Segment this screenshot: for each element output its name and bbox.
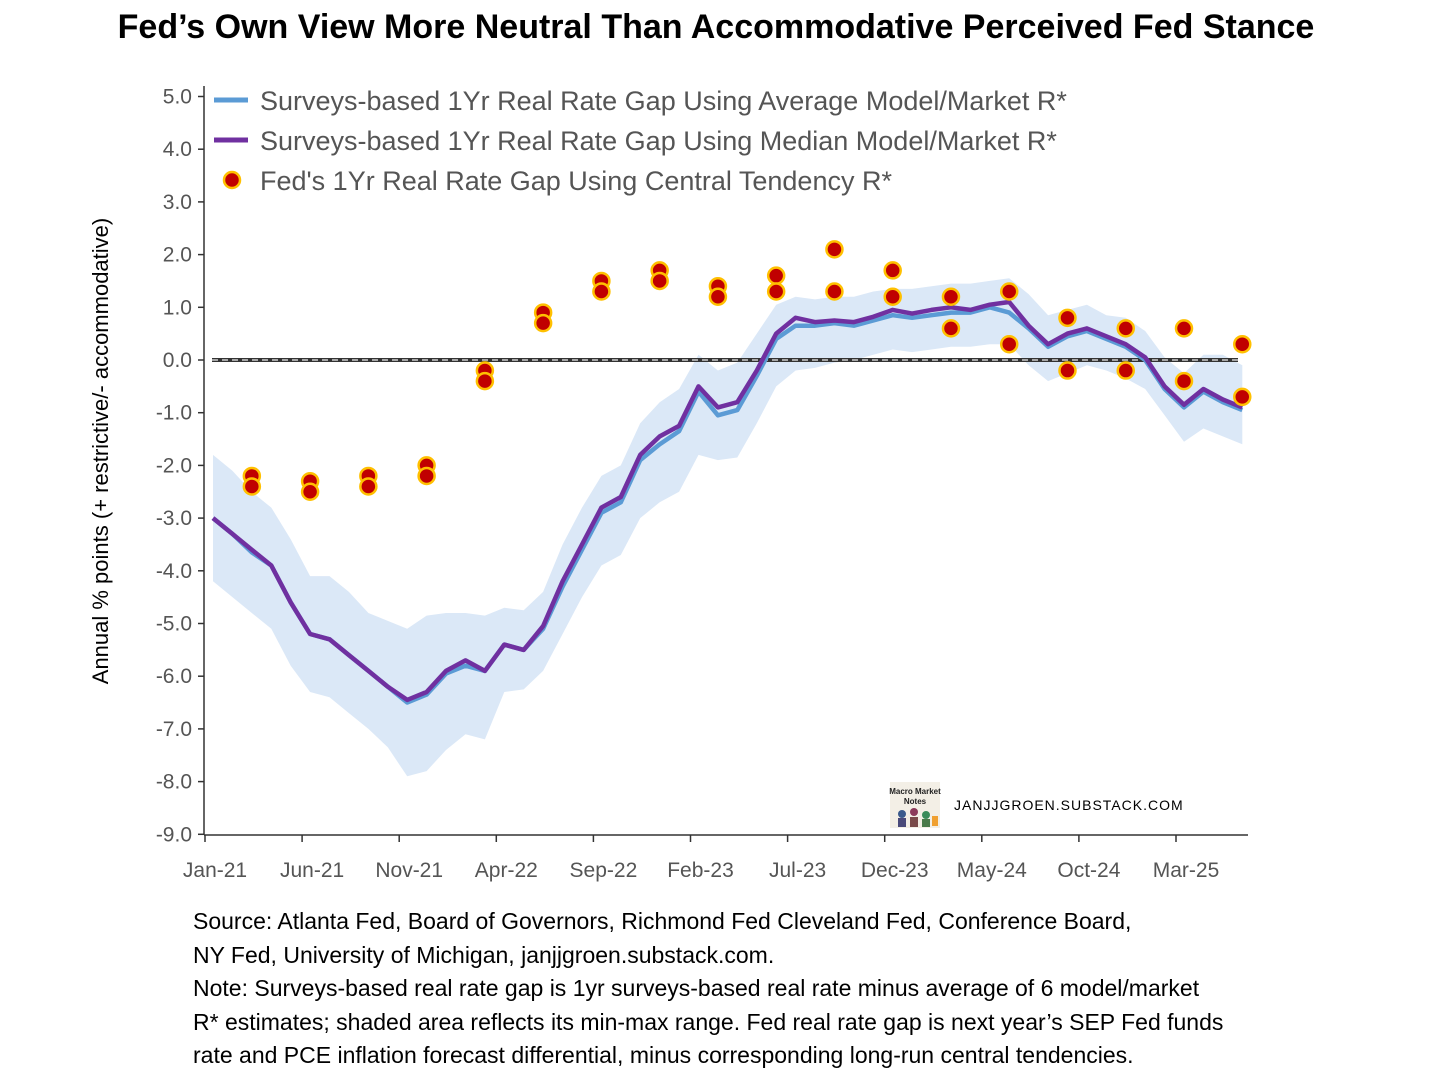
fed-dot (883, 261, 902, 280)
fed-dot (359, 477, 378, 496)
series-lines-layer (211, 299, 1244, 705)
fed-dot (1058, 308, 1077, 328)
fed-dot (300, 482, 320, 501)
fed-dot (1174, 371, 1194, 391)
y-tick-label: -9.0 (156, 823, 192, 846)
fed-dot (1233, 334, 1252, 354)
y-tick-label: 4.0 (163, 138, 192, 161)
notes-line-4: R* estimates; shaded area reflects its m… (193, 1008, 1224, 1035)
x-tick-label: Apr-22 (475, 859, 538, 882)
notes-line-3: Note: Surveys-based real rate gap is 1yr… (193, 975, 1200, 1001)
x-tick-label: Jan-21 (183, 859, 247, 882)
y-tick-label: -2.0 (156, 454, 192, 477)
x-tick-label: May-24 (957, 859, 1027, 882)
svg-text:Notes: Notes (904, 797, 927, 806)
y-tick-label: -7.0 (156, 718, 192, 741)
x-tick-label: Mar-25 (1153, 859, 1220, 882)
fed-dot (475, 371, 495, 391)
x-tick-label: Oct-24 (1057, 859, 1120, 882)
watermark: Macro Market Notes JANJJGROEN.SUBSTACK.C… (889, 782, 1183, 828)
y-tick-label: 0.0 (163, 349, 192, 372)
watermark-logo: Macro Market Notes (889, 782, 941, 828)
fed-dot (999, 282, 1019, 301)
fed-dot (766, 266, 786, 285)
fed-dot (1058, 361, 1077, 380)
axes-layer: 5.0 4.0 3.0 2.0 1.0 0.0 -1.0 -2.0 -3.0 -4.0 -5.0 -6… (88, 86, 1248, 882)
legend: Surveys-based 1Yr Real Rate Gap Using Av… (214, 86, 1067, 196)
fed-dot (1116, 319, 1135, 338)
fed-dot (999, 334, 1019, 354)
legend-label-average: Surveys-based 1Yr Real Rate Gap Using Av… (260, 86, 1067, 116)
x-tick-label: Jun-21 (280, 859, 344, 882)
x-tick-label: Nov-21 (375, 859, 443, 882)
y-tick-label: -5.0 (156, 613, 192, 636)
watermark-site: JANJJGROEN.SUBSTACK.COM (954, 797, 1184, 813)
y-tick-label: 5.0 (163, 86, 192, 109)
y-tick-label: -6.0 (156, 665, 192, 688)
y-axis-title: Annual % points (+ restrictive/- accommo… (88, 218, 113, 684)
x-tick-label: Dec-23 (861, 859, 929, 882)
notes-line-2: NY Fed, University of Michigan, janjjgro… (193, 941, 775, 968)
x-tick-label: Feb-23 (667, 859, 734, 882)
fed-dot (766, 282, 786, 301)
range-band (213, 278, 1243, 777)
y-tick-label: -3.0 (156, 507, 192, 530)
x-tick-label: Jul-23 (769, 859, 826, 882)
y-tick-label: -8.0 (156, 771, 192, 794)
fed-dot (883, 287, 902, 307)
notes-line-5: rate and PCE inflation forecast differen… (193, 1042, 1134, 1068)
source-notes: Source: Atlanta Fed, Board of Governors,… (193, 905, 1393, 1073)
range-band-layer (213, 278, 1243, 777)
fed-dot (708, 287, 728, 307)
fed-dot (650, 271, 669, 291)
fed-dot (1174, 319, 1194, 338)
fed-dot (592, 282, 611, 301)
legend-label-median: Surveys-based 1Yr Real Rate Gap Using Me… (260, 126, 1057, 156)
y-tick-label: 3.0 (163, 191, 192, 214)
y-tick-label: -1.0 (156, 402, 192, 425)
fed-dot (242, 477, 262, 496)
fed-dot (941, 319, 961, 338)
chart-svg: 5.0 4.0 3.0 2.0 1.0 0.0 -1.0 -2.0 -3.0 -4.0 -5.0 -6… (88, 86, 1252, 882)
svg-text:Macro Market: Macro Market (889, 787, 941, 796)
fed-dot (1233, 387, 1252, 407)
x-tick-label: Sep-22 (570, 859, 638, 882)
fed-dot (825, 282, 844, 301)
fed-dot (417, 466, 436, 486)
y-tick-label: 1.0 (163, 296, 192, 319)
y-tick-label: 2.0 (163, 244, 192, 267)
fed-dot (825, 240, 844, 259)
y-tick-label: -4.0 (156, 560, 192, 583)
fed-dot (941, 287, 961, 307)
legend-label-dots: Fed's 1Yr Real Rate Gap Using Central Te… (260, 166, 892, 196)
chart-title: Fed’s Own View More Neutral Than Accommo… (117, 8, 1315, 46)
notes-line-1: Source: Atlanta Fed, Board of Governors,… (193, 908, 1132, 934)
fed-dots-layer (242, 240, 1252, 501)
fed-dot (533, 313, 553, 333)
median-rstar-line (211, 299, 1244, 703)
fed-dot (1116, 361, 1135, 380)
legend-swatch-dots (222, 170, 242, 190)
